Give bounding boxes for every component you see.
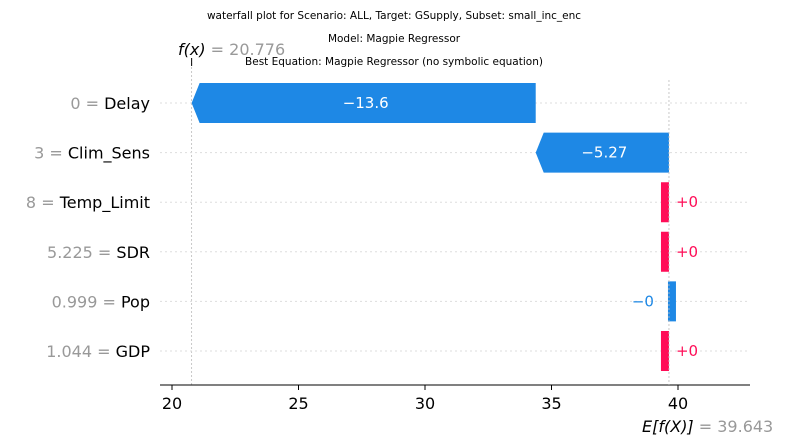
feature-name: Temp_Limit (59, 193, 150, 213)
feature-label: 0 = Delay (70, 94, 150, 113)
efx-annotation: E[f(X)] = 39.643 (642, 80, 773, 436)
fx-label: f(x) = 20.776 (178, 40, 285, 59)
negative-bar (667, 281, 676, 322)
chart-title: waterfall plot for Scenario: ALL, Target… (207, 10, 581, 68)
feature-label: 5.225 = SDR (47, 243, 150, 262)
positive-bar (660, 331, 669, 371)
feature-value: 8 = (26, 193, 60, 212)
title-line: Best Equation: Magpie Regressor (no symb… (245, 56, 543, 68)
feature-value: 1.044 = (46, 342, 115, 361)
title-line: waterfall plot for Scenario: ALL, Target… (207, 10, 581, 22)
feature-label: 0.999 = Pop (52, 292, 150, 311)
bar-value-label: −13.6 (343, 94, 389, 112)
x-tick-label: 25 (288, 394, 308, 413)
x-axis: 20 25 30 35 40 (160, 384, 750, 413)
feature-name: Pop (121, 292, 150, 311)
fx-annotation: f(x) = 20.776 (178, 40, 285, 385)
bar-value-label: −0 (632, 292, 654, 310)
x-tick-label: 30 (415, 394, 435, 413)
x-tick-label: 35 (541, 394, 561, 413)
feature-rows: 0 = Delay 3 = Clim_Sens 8 = Temp_Limit 5.22… (26, 94, 750, 361)
bar-value-label: −5.27 (581, 144, 627, 162)
feature-name: SDR (116, 243, 150, 262)
positive-bar (660, 231, 669, 272)
title-line: Model: Magpie Regressor (328, 33, 461, 45)
negative-bar (191, 83, 536, 123)
feature-name: GDP (116, 342, 151, 361)
bars: −13.6 −5.27 +0 +0 −0 +0 (191, 83, 698, 371)
negative-bar (535, 132, 669, 173)
feature-value: 0.999 = (52, 292, 121, 311)
bar-value-label: +0 (676, 342, 698, 360)
feature-value: 5.225 = (47, 243, 116, 262)
bar-value-label: +0 (676, 243, 698, 261)
feature-label: 8 = Temp_Limit (26, 193, 150, 213)
feature-label: 3 = Clim_Sens (34, 144, 150, 164)
feature-name: Clim_Sens (68, 144, 150, 164)
positive-bar (660, 182, 669, 223)
feature-value: 0 = (70, 94, 104, 113)
x-tick-label: 20 (162, 394, 182, 413)
bar-value-label: +0 (676, 193, 698, 211)
feature-label: 1.044 = GDP (46, 342, 150, 361)
efx-label: E[f(X)] = 39.643 (642, 417, 773, 436)
feature-value: 3 = (34, 144, 68, 163)
feature-name: Delay (104, 94, 150, 113)
x-tick-label: 40 (668, 394, 688, 413)
